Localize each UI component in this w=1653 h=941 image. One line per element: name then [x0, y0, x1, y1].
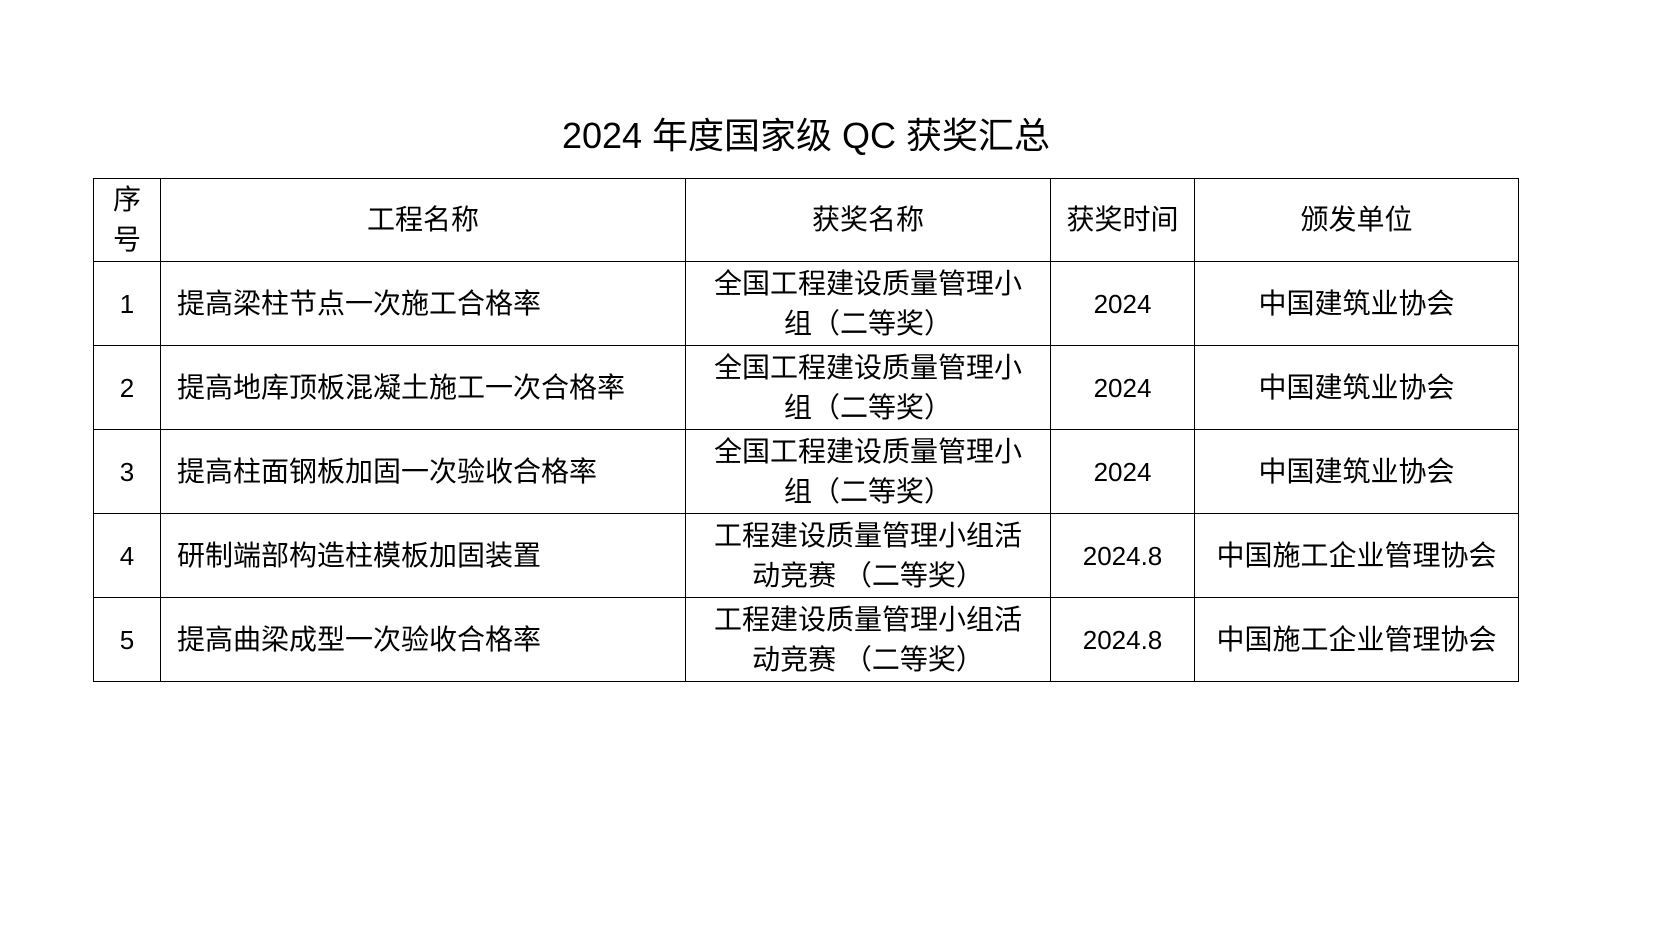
cell-issuer: 中国建筑业协会 — [1194, 261, 1519, 346]
cell-award-name: 全国工程建设质量管理小组（二等奖） — [685, 261, 1051, 346]
table-row: 2 提高地库顶板混凝土施工一次合格率 全国工程建设质量管理小组（二等奖） 2024 中国… — [93, 345, 1519, 430]
table-row: 1 提高梁柱节点一次施工合格率 全国工程建设质量管理小组（二等奖） 2024 中国建筑业… — [93, 261, 1519, 346]
cell-issuer: 中国建筑业协会 — [1194, 345, 1519, 430]
cell-issuer: 中国建筑业协会 — [1194, 429, 1519, 514]
table-header-row: 序号 工程名称 获奖名称 获奖时间 颁发单位 — [93, 178, 1519, 262]
cell-project-name: 提高柱面钢板加固一次验收合格率 — [160, 429, 686, 514]
cell-index: 3 — [93, 429, 161, 514]
cell-award-time: 2024.8 — [1050, 513, 1195, 598]
table-row: 3 提高柱面钢板加固一次验收合格率 全国工程建设质量管理小组（二等奖） 2024 中国建… — [93, 429, 1519, 514]
cell-project-name: 提高地库顶板混凝土施工一次合格率 — [160, 345, 686, 430]
cell-project-name: 研制端部构造柱模板加固装置 — [160, 513, 686, 598]
header-award-name: 获奖名称 — [685, 178, 1051, 262]
document-title: 2024 年度国家级 QC 获奖汇总 — [561, 115, 1051, 156]
cell-award-time: 2024 — [1050, 261, 1195, 346]
cell-award-time: 2024.8 — [1050, 597, 1195, 682]
cell-award-name: 工程建设质量管理小组活动竞赛 （二等奖） — [685, 513, 1051, 598]
cell-index: 5 — [93, 597, 161, 682]
cell-award-time: 2024 — [1050, 429, 1195, 514]
header-award-time: 获奖时间 — [1050, 178, 1195, 262]
cell-index: 1 — [93, 261, 161, 346]
cell-issuer: 中国施工企业管理协会 — [1194, 513, 1519, 598]
cell-award-name: 工程建设质量管理小组活动竞赛 （二等奖） — [685, 597, 1051, 682]
cell-index: 4 — [93, 513, 161, 598]
table-row: 4 研制端部构造柱模板加固装置 工程建设质量管理小组活动竞赛 （二等奖） 2024.8… — [93, 513, 1519, 598]
cell-project-name: 提高梁柱节点一次施工合格率 — [160, 261, 686, 346]
cell-award-time: 2024 — [1050, 345, 1195, 430]
awards-table: 序号 工程名称 获奖名称 获奖时间 颁发单位 1 提高梁柱节点一次施工合格率 全国工… — [93, 178, 1519, 682]
header-index: 序号 — [93, 178, 161, 262]
header-text: 序号 — [112, 184, 141, 255]
cell-project-name: 提高曲梁成型一次验收合格率 — [160, 597, 686, 682]
cell-award-name: 全国工程建设质量管理小组（二等奖） — [685, 429, 1051, 514]
cell-index: 2 — [93, 345, 161, 430]
header-issuer: 颁发单位 — [1194, 178, 1519, 262]
cell-award-name: 全国工程建设质量管理小组（二等奖） — [685, 345, 1051, 430]
header-project-name: 工程名称 — [160, 178, 686, 262]
table-row: 5 提高曲梁成型一次验收合格率 工程建设质量管理小组活动竞赛 （二等奖） 2024.8… — [93, 597, 1519, 682]
cell-issuer: 中国施工企业管理协会 — [1194, 597, 1519, 682]
